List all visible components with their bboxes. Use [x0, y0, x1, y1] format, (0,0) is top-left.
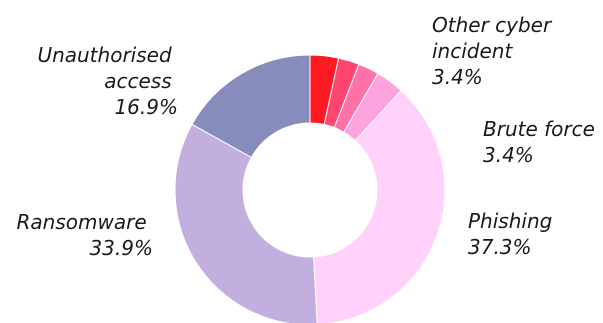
label-brute-force: Brute force 3.4% — [483, 117, 601, 167]
label-ransomware: Ransomware 33.9% — [17, 210, 153, 260]
slice-ransomware — [174, 123, 318, 323]
slice-unauthorised-access — [191, 54, 311, 159]
label-unauthorised-access: Unauthorised access 16.9% — [37, 43, 178, 119]
slice-phishing — [313, 89, 446, 323]
donut-slices — [174, 54, 446, 323]
label-phishing: Phishing 37.3% — [468, 209, 559, 259]
label-other-cyber-incident: Other cyber incident 3.4% — [432, 13, 558, 89]
